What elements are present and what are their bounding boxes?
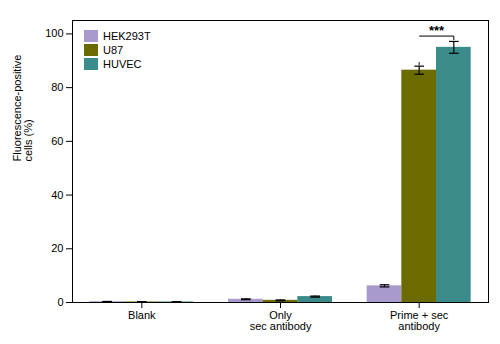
svg-text:100: 100 <box>45 27 63 39</box>
svg-text:40: 40 <box>51 189 63 201</box>
svg-text:Fluorescence-positivecells (%): Fluorescence-positivecells (%) <box>11 55 34 162</box>
html-text:U87: U87 <box>103 44 124 56</box>
svg-text:80: 80 <box>51 81 63 93</box>
svg-text:Onlysec antibody: Onlysec antibody <box>250 309 312 332</box>
html-text:HEK293T: HEK293T <box>103 30 151 42</box>
svg-text:***: *** <box>429 23 445 38</box>
svg-text:Prime + secantibody: Prime + secantibody <box>390 309 449 332</box>
svg-text:0: 0 <box>57 296 63 308</box>
svg-text:Blank: Blank <box>128 309 156 321</box>
svg-text:60: 60 <box>51 135 63 147</box>
svg-text:20: 20 <box>51 242 63 254</box>
html-text:HUVEC: HUVEC <box>103 58 142 70</box>
